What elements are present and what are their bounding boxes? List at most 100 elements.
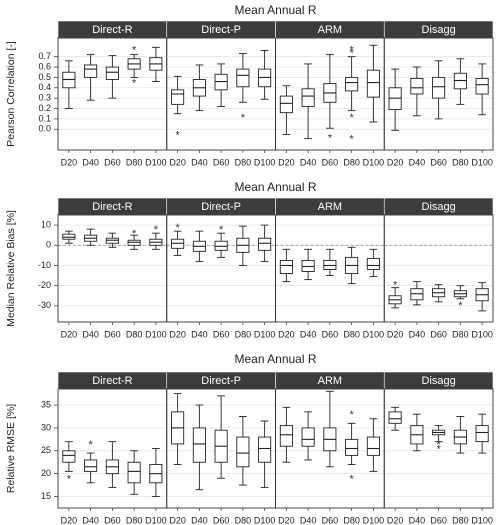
outlier-marker: *: [132, 78, 137, 90]
box-d60: [323, 390, 337, 468]
x-tick-label: D80: [343, 157, 360, 167]
panel-strip-label: Direct-P: [201, 201, 241, 213]
x-tick-label: D100: [145, 157, 167, 167]
chart-2: Mean Annual R Median Relative Bias [%] -30…: [5, 180, 494, 339]
x-tick-label: D60: [104, 329, 121, 339]
iqr-box: [171, 89, 185, 105]
panel-disagg: Disagg * D20 D40 D60 * D80 D100: [383, 197, 494, 339]
iqr-box: [192, 427, 206, 463]
box-d80: [453, 416, 467, 454]
panel-strip-label: Direct-P: [201, 24, 241, 36]
box-d20: [62, 60, 76, 109]
panel-strip-label: Direct-R: [92, 375, 132, 387]
x-tick-label: D100: [363, 157, 385, 167]
outlier-marker: *: [88, 439, 93, 451]
y-axis-label: Pearson Correlation [-]: [5, 41, 17, 147]
outlier-marker: *: [349, 48, 354, 60]
y-tick-label: 20: [41, 468, 51, 478]
x-tick-label: D20: [387, 329, 404, 339]
box-d20: [171, 393, 185, 465]
outlier-marker: *: [328, 133, 333, 145]
box-d80: [453, 58, 467, 105]
box-d60: **: [432, 425, 446, 456]
y-tick-label: 0.4: [38, 82, 51, 92]
box-d60: [105, 441, 119, 488]
y-tick-label: 30: [41, 422, 51, 432]
chart-title: Mean Annual R: [234, 180, 316, 194]
panel-strip-label: ARM: [318, 201, 342, 213]
box-d20: [279, 85, 293, 135]
box-d40: [301, 411, 315, 461]
outlier-marker: *: [132, 44, 137, 56]
x-tick-label: D60: [213, 329, 230, 339]
box-d20: [62, 230, 76, 244]
x-tick-label: D20: [278, 329, 295, 339]
panel-direct-p: Direct-P * D20 D40 D60 * D80 D100: [166, 20, 276, 167]
box-d60: *: [323, 54, 337, 145]
y-tick-label: 15: [41, 491, 51, 501]
x-tick-label: D60: [213, 515, 230, 525]
x-tick-label: D100: [363, 329, 385, 339]
x-tick-label: D40: [191, 329, 208, 339]
x-tick-label: D100: [254, 157, 276, 167]
x-tick-label: D100: [471, 515, 493, 525]
x-tick-label: D100: [363, 515, 385, 525]
box-d80: *: [453, 285, 467, 312]
box-d20: [279, 406, 293, 463]
x-tick-label: D80: [126, 157, 143, 167]
box-d100: [258, 49, 272, 100]
x-tick-label: D60: [104, 515, 121, 525]
x-tick-label: D60: [322, 515, 339, 525]
outlier-marker: *: [349, 44, 354, 56]
box-d60: [105, 55, 119, 99]
x-tick-label: D20: [169, 157, 186, 167]
panel-disagg: Disagg D20 D40 D60 D80 D100: [383, 20, 494, 167]
box-d40: [410, 66, 424, 117]
chart-title: Mean Annual R: [234, 352, 316, 366]
box-d60: [214, 63, 228, 107]
y-tick-label: 0.2: [38, 103, 51, 113]
x-tick-label: D40: [300, 515, 317, 525]
x-tick-label: D20: [387, 515, 404, 525]
box-d100: [366, 418, 380, 472]
x-tick-label: D40: [300, 329, 317, 339]
iqr-box: [366, 436, 380, 456]
iqr-box: [345, 438, 359, 456]
outlier-marker: *: [349, 409, 354, 421]
box-d80: **: [127, 44, 141, 90]
box-d100: [475, 282, 489, 312]
box-d20: [388, 406, 402, 431]
x-tick-label: D80: [126, 515, 143, 525]
outlier-marker: *: [349, 473, 354, 485]
x-tick-label: D60: [430, 157, 447, 167]
x-tick-label: D40: [409, 515, 426, 525]
box-d80: [127, 450, 141, 495]
iqr-box: [410, 77, 424, 95]
y-axis-label: Relative RMSE [%]: [5, 404, 17, 493]
box-d100: [475, 413, 489, 454]
y-tick-label: 0.3: [38, 93, 51, 103]
outlier-marker: *: [458, 300, 463, 312]
iqr-box: [301, 88, 315, 107]
panel-direct-r: Direct-R * D20 * D40 D60 D80 D100: [57, 371, 168, 525]
x-tick-label: D40: [409, 329, 426, 339]
x-tick-label: D100: [145, 329, 167, 339]
x-tick-label: D80: [343, 515, 360, 525]
box-d60: [432, 284, 446, 303]
panel-strip-label: ARM: [318, 375, 342, 387]
outlier-marker: *: [132, 228, 137, 240]
box-d40: [84, 228, 98, 246]
iqr-box: [432, 76, 446, 99]
x-tick-label: D60: [430, 329, 447, 339]
x-tick-label: D60: [104, 157, 121, 167]
iqr-box: [366, 257, 380, 270]
box-d100: [475, 63, 489, 116]
box-d100: [258, 420, 272, 488]
iqr-box: [388, 411, 402, 424]
y-tick-label: 0.0: [38, 124, 51, 134]
box-d20: *: [171, 75, 185, 141]
iqr-box: [366, 69, 380, 98]
